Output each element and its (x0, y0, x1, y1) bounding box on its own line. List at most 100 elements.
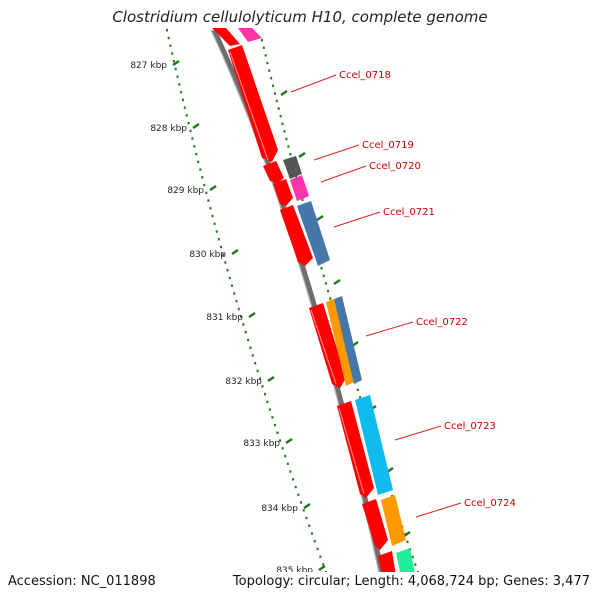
rail-dot (187, 121, 190, 125)
rail-dot (172, 59, 175, 63)
rail-dot (294, 485, 297, 489)
rail-dot (359, 396, 362, 399)
rail-dot (277, 107, 280, 110)
kbp-tick-label: 832 kbp (225, 377, 262, 387)
gene-block-mint[interactable] (396, 548, 420, 600)
gene-label[interactable]: Ccel_0724 (464, 498, 516, 509)
rail-dot (180, 90, 183, 94)
gene-block-ccel-0723[interactable] (355, 395, 393, 495)
rail-dot (406, 540, 409, 543)
gene-arrow-red-6[interactable] (337, 401, 374, 498)
rail-dot (316, 547, 319, 551)
rail-dot (308, 524, 311, 527)
rail-dot (266, 400, 269, 404)
rail-dot (285, 137, 288, 141)
map-title: Clostridium cellulolyticum H10, complete… (112, 8, 488, 26)
gene-arrow-red-5[interactable] (309, 303, 346, 388)
kbp-tick-label: 835 kbp (276, 566, 313, 576)
rail-dot (275, 99, 278, 103)
rail-dot (300, 501, 303, 504)
kbp-tick-label: 830 kbp (189, 250, 226, 260)
rail-dot (207, 199, 210, 202)
rail-dot (203, 183, 206, 187)
gene-leader-line (333, 211, 381, 228)
rail-dot (356, 388, 359, 391)
gene-label[interactable]: Ccel_0719 (362, 140, 414, 151)
rail-dot (191, 137, 194, 140)
gene-block-ccel-0722-orange[interactable] (326, 299, 354, 386)
gene-arrow-red-8[interactable] (378, 551, 400, 600)
kbp-tick-label: 831 kbp (206, 313, 243, 323)
outer-tick-mark (333, 278, 341, 286)
rail-dot (302, 509, 305, 512)
rail-dot (233, 292, 236, 295)
rail-dot (174, 67, 177, 71)
rail-dot (226, 269, 229, 272)
rail-dot (320, 267, 323, 270)
rail-dot (185, 114, 188, 117)
gene-arrow-red-1[interactable] (228, 45, 278, 162)
rail-dot (292, 478, 295, 481)
accession-text: Accession: NC_011898 (8, 574, 156, 589)
rail-dot (242, 323, 245, 326)
gene-arrow-top-magenta[interactable] (238, 28, 262, 42)
rail-dot (228, 276, 231, 280)
kbp-tick-label: 829 kbp (167, 186, 204, 196)
rail-dot (217, 238, 220, 241)
gene-label[interactable]: Ccel_0723 (444, 421, 496, 432)
rail-dot (237, 307, 240, 311)
gene-label[interactable]: Ccel_0718 (339, 70, 391, 81)
rail-dot (286, 462, 289, 465)
gene-labels: Ccel_0718 Ccel_0719 Ccel_0720 Ccel_0721 Ccel… (290, 70, 516, 518)
rail-dot (178, 83, 181, 86)
gene-block-ccel-0722-blue[interactable] (334, 296, 362, 384)
rail-dot (287, 145, 290, 148)
outer-tick-mark (280, 89, 288, 97)
gene-label[interactable]: Ccel_0722 (416, 317, 468, 328)
rail-dot (176, 75, 179, 78)
rail-dot (220, 245, 222, 249)
rail-dot (263, 392, 266, 396)
gene-leader-line (394, 425, 442, 441)
rail-dot (213, 222, 216, 225)
rail-dot (183, 106, 186, 109)
gene-label[interactable]: Ccel_0721 (383, 207, 435, 218)
rail-dot (171, 52, 174, 55)
rail-dot (262, 46, 265, 49)
gene-arrow-red-7[interactable] (362, 499, 388, 550)
gene-leader-line (290, 74, 337, 93)
outer-tick-mark (403, 530, 411, 538)
gene-block-ccel-0719[interactable] (283, 156, 302, 179)
rail-dot (261, 39, 263, 42)
kbp-tick-mark (285, 437, 293, 445)
gene-block-ccel-0721[interactable] (297, 201, 330, 266)
kbp-tick-mark (172, 59, 180, 67)
gene-block-ccel-0720[interactable] (290, 175, 309, 201)
rail-dot (169, 44, 172, 47)
rail-dot (181, 98, 184, 102)
rail-dot (325, 571, 327, 572)
rail-dot (264, 54, 267, 57)
rail-dot (289, 153, 292, 156)
rail-dot (259, 377, 262, 380)
kbp-tick-mark (209, 184, 217, 192)
rail-dot (268, 69, 271, 72)
kbp-tick-mark (303, 502, 311, 510)
rail-dot (319, 555, 322, 558)
gene-label[interactable]: Ccel_0720 (369, 161, 421, 172)
rail-dot (276, 431, 279, 435)
rail-dot (322, 274, 325, 277)
gene-arrow-red-4[interactable] (280, 205, 313, 266)
gene-block-ccel-0724[interactable] (381, 495, 406, 546)
gene-arrow-top-red[interactable] (212, 28, 240, 46)
gene-arrow-red-2[interactable] (263, 161, 284, 183)
gene-arrow-red-3[interactable] (273, 179, 293, 206)
rail-dot (199, 168, 202, 171)
rail-dot (240, 315, 243, 318)
rail-dot (201, 176, 204, 179)
rail-dot (166, 29, 168, 32)
kbp-tick-mark (231, 248, 239, 256)
rail-dot (270, 77, 273, 80)
rail-dot (322, 563, 325, 566)
